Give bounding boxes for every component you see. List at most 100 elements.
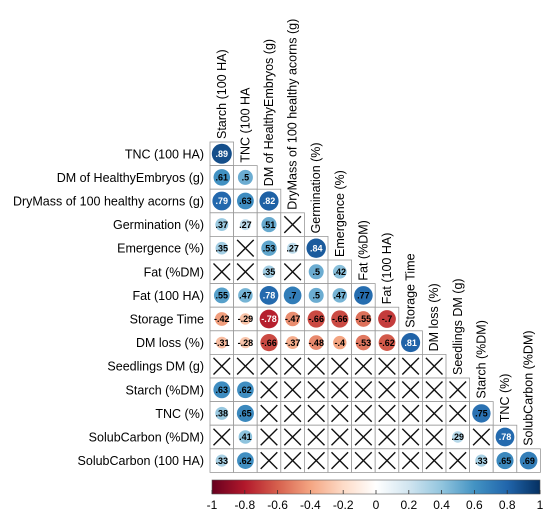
correlation-cell: .5 xyxy=(233,165,258,190)
correlation-value: .62 xyxy=(239,456,252,466)
insignificant-cross xyxy=(401,451,420,470)
correlation-cell xyxy=(421,377,447,403)
correlation-cell xyxy=(421,424,447,450)
correlation-cell: -.53 xyxy=(351,330,376,355)
correlation-cell xyxy=(351,448,376,473)
correlation-circle xyxy=(237,381,254,399)
correlation-cell: .89 xyxy=(209,141,235,167)
correlation-value: .7 xyxy=(289,291,297,301)
insignificant-cross xyxy=(307,428,325,446)
correlation-cell: .42 xyxy=(327,259,353,285)
correlation-cell xyxy=(233,259,258,285)
correlation-cell: .78 xyxy=(492,424,518,450)
correlation-value: -.29 xyxy=(238,314,254,324)
insignificant-cross xyxy=(378,357,396,375)
correlation-circle xyxy=(215,454,228,467)
correlation-value: .78 xyxy=(263,291,276,301)
correlation-cell xyxy=(351,424,376,450)
correlation-circle xyxy=(333,335,347,350)
column-label: Emergence (%) xyxy=(333,170,347,257)
correlation-circle xyxy=(307,310,325,328)
correlation-cell xyxy=(256,377,282,403)
correlation-circle xyxy=(261,240,277,256)
correlation-value: .89 xyxy=(216,149,229,159)
correlation-circle xyxy=(332,264,347,279)
correlation-cell xyxy=(256,448,282,473)
row-label: Fat (%DM) xyxy=(144,265,204,279)
correlation-circle xyxy=(519,451,538,470)
insignificant-cross xyxy=(401,428,420,446)
correlation-cell xyxy=(209,353,235,379)
row-label: Seedlings DM (g) xyxy=(107,360,204,374)
correlation-circle xyxy=(212,191,232,211)
row-label: TNC (%) xyxy=(155,407,204,421)
correlation-cell: .65 xyxy=(492,448,518,473)
correlation-cell xyxy=(233,353,258,379)
correlation-cell: -.66 xyxy=(327,306,353,332)
insignificant-cross xyxy=(354,404,373,423)
correlation-cell xyxy=(327,377,353,403)
correlation-cell xyxy=(398,353,423,379)
insignificant-cross xyxy=(283,381,302,399)
correlation-cell xyxy=(256,353,282,379)
correlation-value: -.48 xyxy=(308,338,324,348)
correlation-value: .82 xyxy=(263,196,276,206)
correlation-cell xyxy=(445,377,471,403)
insignificant-cross xyxy=(331,404,349,423)
row-label: DryMass of 100 healthy acorns (g) xyxy=(13,195,204,209)
correlation-value: .27 xyxy=(239,220,252,230)
correlation-circle xyxy=(215,336,228,349)
insignificant-cross xyxy=(236,263,255,281)
correlation-value: .65 xyxy=(499,456,512,466)
correlation-cell: .53 xyxy=(256,235,282,261)
correlation-value: .47 xyxy=(334,291,347,301)
insignificant-cross xyxy=(283,428,302,446)
correlation-value: .29 xyxy=(452,432,465,442)
insignificant-cross xyxy=(307,381,325,399)
colorbar-tick-label: -0.4 xyxy=(300,498,321,512)
correlation-cell: -.37 xyxy=(280,330,305,355)
correlation-circle xyxy=(215,241,229,255)
correlation-value: -.7 xyxy=(382,314,393,324)
correlation-cell xyxy=(233,235,258,261)
correlation-circle xyxy=(261,217,277,233)
correlation-cell: .84 xyxy=(303,235,329,261)
correlation-value: .79 xyxy=(216,196,229,206)
correlation-circle xyxy=(496,452,514,470)
insignificant-cross xyxy=(213,428,231,446)
correlation-cell xyxy=(421,353,447,379)
insignificant-cross xyxy=(307,357,325,375)
correlation-value: .47 xyxy=(239,291,252,301)
correlation-circle xyxy=(495,427,515,447)
correlation-cell xyxy=(327,353,353,379)
correlation-cell: -.48 xyxy=(303,330,329,355)
correlation-cell: .82 xyxy=(256,188,282,214)
correlation-circle xyxy=(214,312,229,326)
row-label: Starch (%DM) xyxy=(126,383,204,397)
correlation-value: .75 xyxy=(475,409,488,419)
column-label: Fat (%DM) xyxy=(356,220,370,280)
correlation-value: -.31 xyxy=(214,338,230,348)
colorbar-tick-label: -0.8 xyxy=(234,498,255,512)
correlation-value: -.55 xyxy=(356,314,372,324)
correlation-cell xyxy=(374,424,400,450)
correlation-cell xyxy=(303,448,329,473)
correlation-circle xyxy=(213,381,231,399)
correlation-cell: .78 xyxy=(256,283,282,308)
correlation-value: .63 xyxy=(239,196,252,206)
column-label: TNC (%) xyxy=(498,374,512,423)
correlation-circle xyxy=(378,334,396,351)
correlation-value: .5 xyxy=(312,267,320,277)
insignificant-cross xyxy=(425,451,443,470)
correlation-value: -.28 xyxy=(238,338,254,348)
correlation-value: .27 xyxy=(286,243,299,253)
correlation-cell: -.66 xyxy=(256,330,282,355)
insignificant-cross xyxy=(236,357,255,375)
correlation-value: .33 xyxy=(475,456,488,466)
colorbar-tick-label: -0.2 xyxy=(333,498,354,512)
correlation-cell: .7 xyxy=(280,283,305,308)
colorbar-tick-label: 0 xyxy=(373,498,380,512)
correlation-cell xyxy=(327,424,353,450)
correlation-cell: .69 xyxy=(516,448,541,473)
